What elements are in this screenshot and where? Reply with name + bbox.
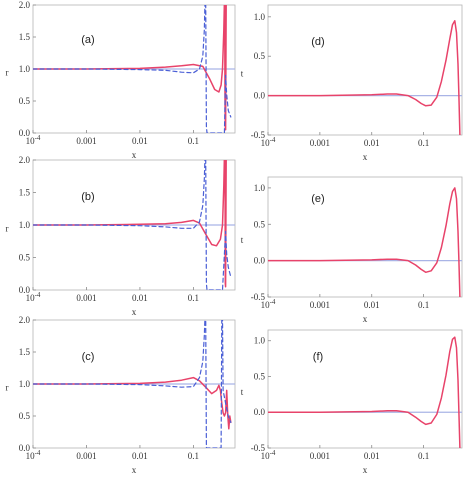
- x-tick-label-a: 0.01: [132, 136, 148, 146]
- plot-frame-e: [267, 176, 463, 298]
- x-tick-label-e: 0.01: [364, 300, 380, 310]
- series-line-solid-a: [33, 5, 227, 131]
- x-tick-label-f: 0.001: [310, 451, 330, 461]
- y-tick-label-e: -0.5: [251, 292, 266, 302]
- y-tick-label-c: 0.0: [19, 443, 31, 453]
- y-tick-label-a: 1.0: [19, 64, 31, 74]
- x-tick-label-d: 0.001: [310, 138, 330, 148]
- x-tick-label-d: 0.1: [418, 138, 429, 148]
- x-axis-title-b: x: [132, 307, 137, 317]
- chart-panel-f: -0.5 0.0 0.5 1.0 10-4 0.001 0.01 0.1 x t (f): [241, 329, 463, 475]
- x-tick-label-c: 0.001: [76, 451, 96, 461]
- series-line-solid-c: [33, 376, 232, 430]
- series-group-d: [268, 20, 461, 135]
- x-tick-label-f: 0.1: [418, 451, 429, 461]
- x-tick-label-f: 10-4: [261, 449, 276, 461]
- y-tick-label-a: 2.0: [19, 0, 31, 10]
- panel-label-d: (d): [311, 36, 324, 48]
- x-tick-label-a: 0.1: [188, 136, 199, 146]
- y-tick-label-e: 0.0: [254, 256, 266, 266]
- series-line-dashed-c: [33, 320, 232, 448]
- x-tick-label-d: 0.01: [364, 138, 380, 148]
- y-axis-title-d: t: [241, 69, 244, 79]
- chart-panel-c: 0.0 0.5 1.0 1.5 2.0 10-4 0.001 0.01 0.1 x r (c): [6, 315, 236, 475]
- x-tick-label-f: 0.01: [364, 451, 380, 461]
- y-axis-title-b: r: [6, 224, 9, 234]
- y-tick-label-a: 0.0: [19, 128, 31, 138]
- y-axis-title-e: t: [241, 235, 244, 245]
- x-tick-label-b: 0.01: [132, 293, 148, 303]
- y-axis-title-f: t: [241, 387, 244, 397]
- series-group-f: [268, 336, 461, 448]
- y-tick-label-f: 0.0: [254, 407, 266, 417]
- series-group-b: [33, 160, 232, 290]
- x-tick-label-a: 0.001: [76, 136, 96, 146]
- y-tick-label-d: 0.0: [254, 91, 266, 101]
- x-tick-label-e: 0.001: [310, 300, 330, 310]
- chart-panel-e: -0.5 0.0 0.5 1.0 10-4 0.001 0.01 0.1 x t (e): [241, 176, 463, 324]
- plot-frame-d: [267, 4, 463, 136]
- series-line-dashed-b: [33, 160, 232, 290]
- y-tick-label-e: 1.0: [254, 183, 266, 193]
- x-tick-label-e: 10-4: [261, 298, 276, 310]
- x-tick-label-b: 0.1: [188, 293, 199, 303]
- panel-label-c: (c): [82, 351, 95, 363]
- y-tick-label-b: 1.0: [19, 220, 31, 230]
- x-axis-title-d: x: [363, 152, 368, 162]
- series-group-c: [33, 320, 232, 448]
- series-group-a: [33, 5, 232, 133]
- y-tick-label-b: 0.0: [19, 285, 31, 295]
- y-tick-label-f: -0.5: [251, 443, 266, 453]
- y-tick-label-c: 1.5: [19, 347, 31, 357]
- chart-panel-a: 0.0 0.5 1.0 1.5 2.0 10-4 0.001 0.01 0.1 x r (a): [6, 0, 236, 160]
- series-group-e: [268, 187, 461, 297]
- x-tick-label-a: 10-4: [26, 134, 41, 146]
- x-axis-title-e: x: [363, 314, 368, 324]
- y-tick-label-f: 1.0: [254, 336, 266, 346]
- y-tick-label-e: 0.5: [254, 219, 266, 229]
- y-tick-label-f: 0.5: [254, 371, 266, 381]
- x-axis-title-f: x: [363, 465, 368, 475]
- panel-label-e: (e): [311, 193, 324, 205]
- series-line-dashed-a: [33, 5, 232, 133]
- x-tick-label-c: 10-4: [26, 449, 41, 461]
- panel-label-f: (f): [313, 351, 323, 363]
- x-axis-title-a: x: [132, 150, 137, 160]
- series-line-solid-e: [268, 187, 461, 297]
- y-tick-label-a: 0.5: [19, 96, 31, 106]
- y-axis-title-a: r: [6, 67, 9, 77]
- y-tick-label-c: 1.0: [19, 379, 31, 389]
- panel-label-a: (a): [81, 34, 94, 46]
- chart-panel-d: -0.5 0.0 0.5 1.0 10-4 0.001 0.01 0.1 x t (d): [241, 4, 463, 162]
- panel-label-b: (b): [81, 191, 94, 203]
- y-tick-label-d: 1.0: [254, 12, 266, 22]
- x-tick-label-e: 0.1: [418, 300, 429, 310]
- x-tick-label-b: 10-4: [26, 291, 41, 303]
- plot-frame-f: [267, 329, 463, 449]
- y-tick-label-d: -0.5: [251, 130, 266, 140]
- x-tick-label-b: 0.001: [76, 293, 96, 303]
- y-tick-label-d: 0.5: [254, 51, 266, 61]
- y-tick-label-b: 1.5: [19, 188, 31, 198]
- series-line-solid-b: [33, 160, 227, 288]
- y-axis-title-c: r: [6, 382, 9, 392]
- x-tick-label-c: 0.01: [132, 451, 148, 461]
- y-tick-label-b: 2.0: [19, 155, 31, 165]
- series-line-solid-d: [268, 20, 461, 135]
- y-tick-label-a: 1.5: [19, 32, 31, 42]
- x-tick-label-c: 0.1: [188, 451, 199, 461]
- x-axis-title-c: x: [132, 465, 137, 475]
- y-tick-label-c: 2.0: [19, 315, 31, 325]
- chart-panel-b: 0.0 0.5 1.0 1.5 2.0 10-4 0.001 0.01 0.1 x r (b): [6, 155, 236, 317]
- x-tick-label-d: 10-4: [261, 136, 276, 148]
- y-tick-label-b: 0.5: [19, 253, 31, 263]
- series-line-solid-f: [268, 336, 461, 448]
- y-tick-label-c: 0.5: [19, 411, 31, 421]
